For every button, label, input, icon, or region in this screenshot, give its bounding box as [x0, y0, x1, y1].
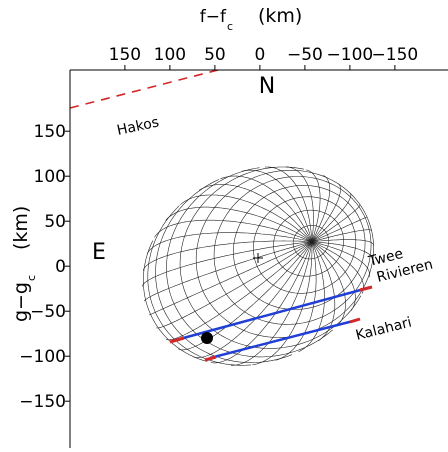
wire-line — [220, 175, 313, 242]
wire-line — [311, 229, 372, 243]
wire-line — [311, 241, 374, 261]
kalahari-label: Kalahari — [354, 315, 413, 344]
wire-line — [298, 241, 325, 353]
y-label-sub: c — [25, 275, 38, 281]
x-tick-label: 0 — [254, 45, 265, 65]
y-label: g−g c (km) — [10, 206, 38, 322]
wire-line — [311, 216, 368, 243]
marker-dot — [201, 332, 213, 344]
x-tick-label: −100 — [327, 45, 374, 65]
wire-line — [311, 241, 356, 311]
wire-line — [148, 241, 312, 316]
title-sub: c — [227, 20, 233, 33]
wire-line — [193, 241, 313, 358]
wire-line — [178, 241, 313, 351]
twee-rivieren-chord — [175, 286, 369, 342]
wire-line — [264, 166, 313, 242]
x-tick-label: −50 — [287, 45, 323, 65]
x-tick-label: −150 — [372, 45, 419, 65]
y-tick-label: 100 — [34, 167, 66, 187]
center-plus — [253, 253, 263, 263]
wire-line — [275, 241, 317, 361]
x-tick-label: 150 — [109, 45, 141, 65]
wire-line — [311, 204, 361, 243]
wire-line — [311, 241, 370, 278]
y-label-text: g−g — [10, 282, 32, 322]
y-tick-label: 150 — [34, 122, 66, 142]
wire-line — [143, 240, 208, 362]
y-tick-label: −50 — [30, 302, 66, 322]
y-tick-label: 0 — [55, 257, 66, 277]
wire-line — [311, 241, 364, 294]
wire-line — [147, 205, 252, 366]
wire-line — [198, 184, 313, 242]
east-label: E — [92, 240, 106, 265]
wire-line — [311, 239, 374, 246]
wire-line — [311, 192, 352, 243]
y-tick-label: −150 — [19, 392, 66, 412]
title-unit: (km) — [258, 5, 302, 27]
wire-line — [252, 241, 313, 366]
wire-line — [156, 241, 312, 329]
hakos-label: Hakos — [116, 114, 161, 139]
wire-line — [311, 241, 336, 342]
wire-line — [146, 232, 312, 255]
y-tick-label: 50 — [44, 212, 66, 232]
wire-line — [165, 206, 312, 243]
wire-line — [155, 179, 293, 363]
wire-line — [311, 241, 346, 327]
wire-line — [241, 169, 313, 242]
x-tick-label: 100 — [154, 45, 186, 65]
chord-end — [204, 355, 217, 362]
chord-end — [359, 285, 373, 292]
wire-line — [286, 166, 314, 242]
kalahari-chord — [209, 318, 358, 360]
north-label: N — [259, 74, 275, 99]
wire-line — [180, 194, 313, 243]
wire-line — [179, 166, 362, 349]
hakos-chord — [69, 69, 219, 109]
wire-line — [154, 219, 312, 243]
wire-line — [311, 175, 331, 242]
chord-end — [169, 336, 185, 344]
chord-end — [349, 317, 361, 324]
wire-line — [311, 183, 341, 242]
wire-line — [210, 241, 313, 364]
wire-line — [165, 241, 313, 341]
y-label-unit: (km) — [10, 206, 32, 250]
shape-model — [142, 166, 374, 366]
wire-line — [142, 240, 312, 271]
wire-line — [306, 169, 321, 242]
wire-line — [144, 241, 312, 302]
wire-line — [142, 241, 312, 287]
x-tick-label: 50 — [204, 45, 226, 65]
title: f−f — [200, 7, 227, 27]
y-tick-label: −100 — [19, 347, 66, 367]
wire-line — [230, 241, 313, 366]
